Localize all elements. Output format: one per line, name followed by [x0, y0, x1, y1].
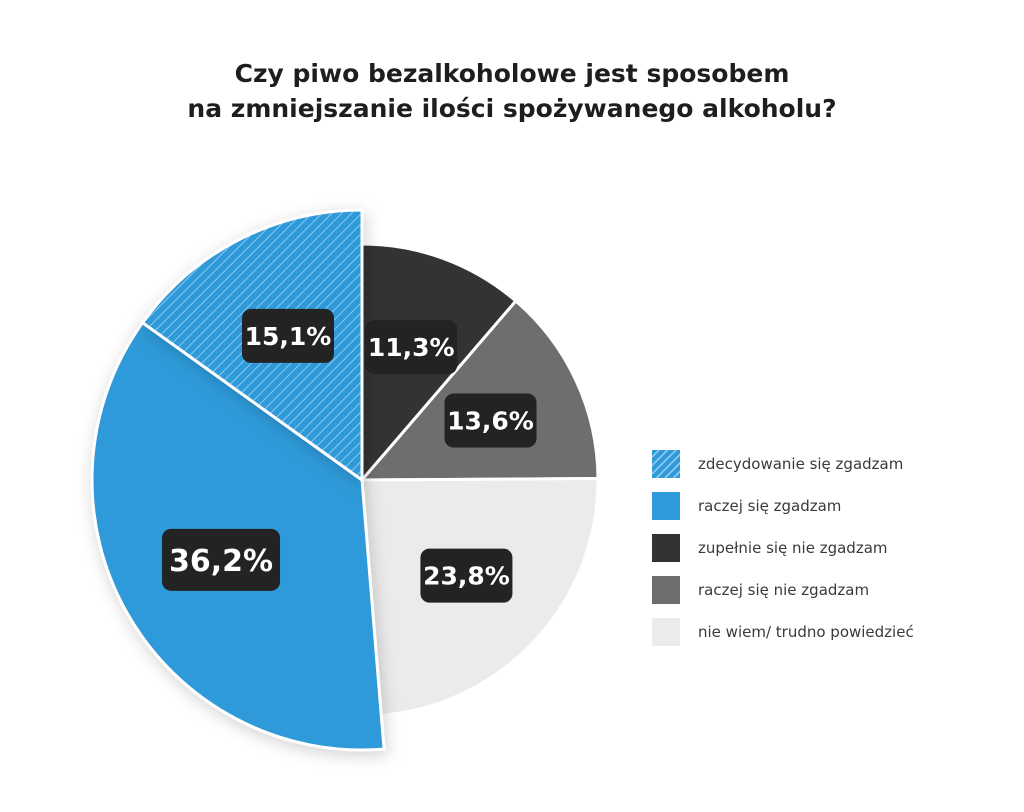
slice-label-text: 23,8% [423, 562, 510, 591]
slice-label-text: 15,1% [245, 322, 332, 351]
legend-item: zdecydowanie się zgadzam [652, 450, 1012, 478]
pie-slice-2 [358, 298, 600, 482]
legend: zdecydowanie się zgadzam raczej się zgadz… [652, 450, 1012, 660]
legend-item: raczej się nie zgadzam [652, 576, 1012, 604]
legend-swatch [652, 492, 680, 520]
slice-label-box [365, 320, 458, 375]
legend-swatch [652, 618, 680, 646]
slice-label-text: 36,2% [169, 544, 273, 579]
legend-swatch [652, 576, 680, 604]
slice-label-box [444, 393, 537, 448]
legend-label: zupełnie się nie zgadzam [698, 539, 888, 557]
legend-swatch [652, 534, 680, 562]
chart-title-line-1: Czy piwo bezalkoholowe jest sposobem [234, 59, 790, 88]
slice-label-box [420, 548, 513, 603]
chart-title-line-2: na zmniejszanie ilości spożywanego alkoh… [187, 94, 837, 123]
legend-item: nie wiem/ trudno powiedzieć [652, 618, 1012, 646]
legend-label: zdecydowanie się zgadzam [698, 455, 904, 473]
legend-item: raczej się zgadzam [652, 492, 1012, 520]
legend-label: raczej się zgadzam [698, 497, 842, 515]
legend-label: raczej się nie zgadzam [698, 581, 870, 599]
slice-label-4: 36,2% [162, 528, 281, 591]
slice-label-box [242, 308, 335, 363]
slice-label-text: 13,6% [447, 407, 534, 436]
slice-label-text: 11,3% [368, 333, 455, 362]
slice-label-2: 13,6% [444, 393, 537, 448]
legend-label: nie wiem/ trudno powiedzieć [698, 623, 914, 641]
legend-item: zupełnie się nie zgadzam [652, 534, 1012, 562]
slice-label-box [162, 528, 281, 591]
slice-label-5: 15,1% [242, 308, 335, 363]
slice-label-1: 11,3% [365, 320, 458, 375]
legend-swatch [652, 450, 680, 478]
slice-label-3: 23,8% [420, 548, 513, 603]
chart-title: Czy piwo bezalkoholowe jest sposobem na … [0, 56, 1024, 126]
